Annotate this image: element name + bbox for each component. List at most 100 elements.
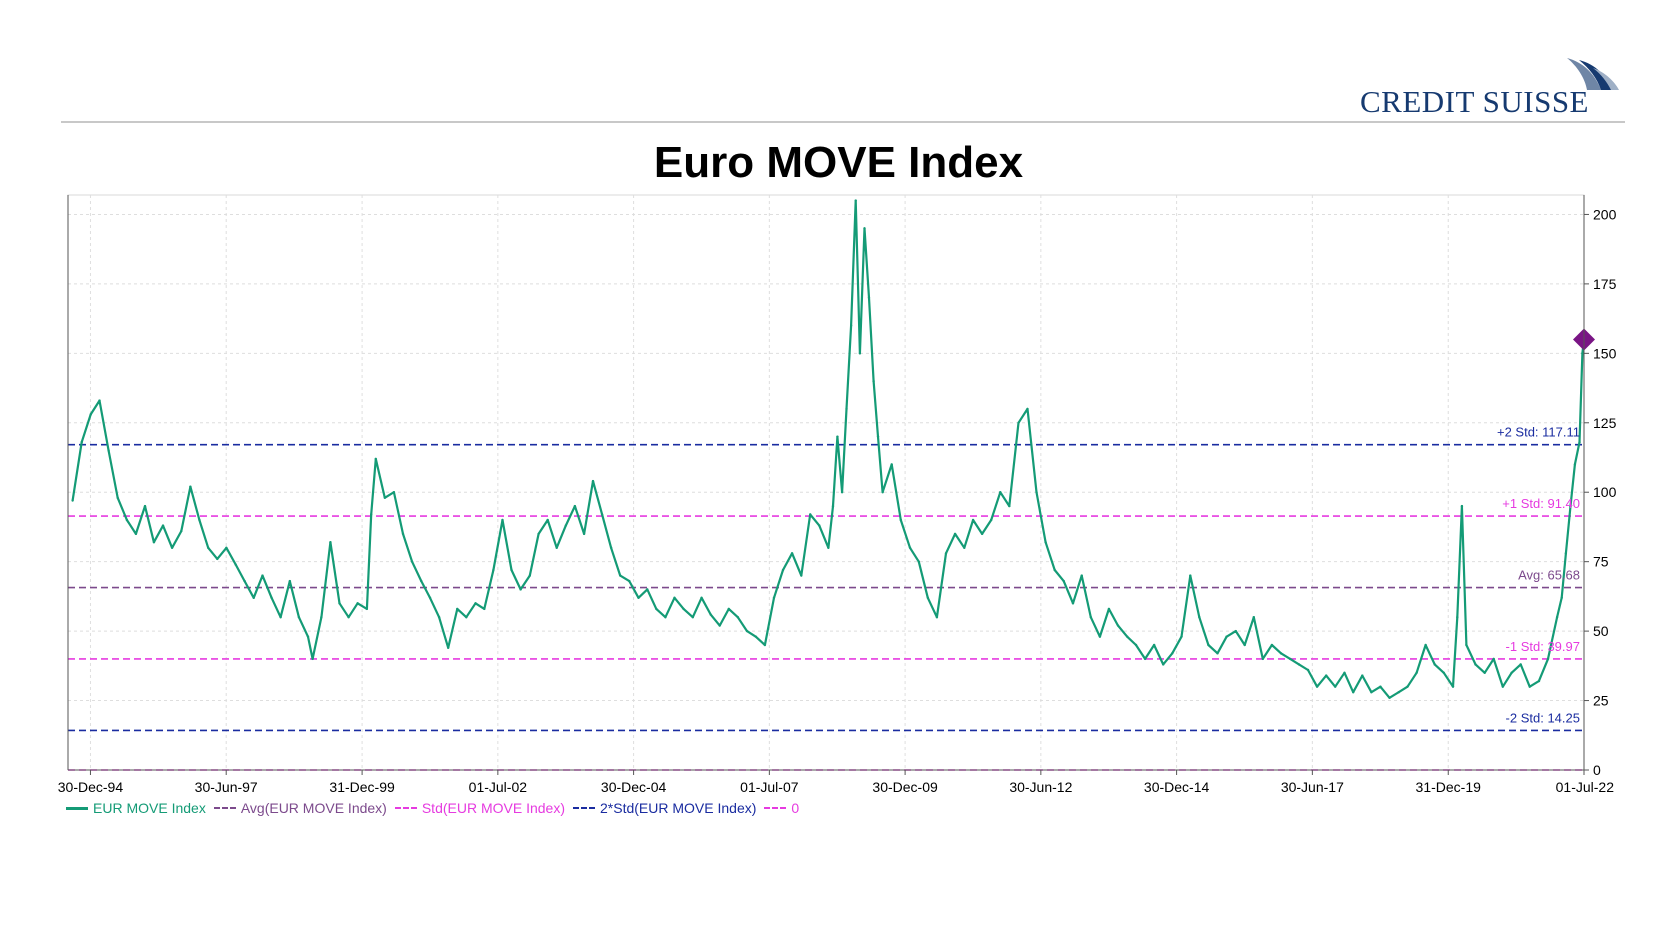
x-tick-label: 31-Dec-19: [1416, 779, 1482, 795]
data-point: [1116, 624, 1120, 627]
legend-label: EUR MOVE Index: [93, 800, 206, 816]
data-point: [591, 479, 595, 483]
data-point: [582, 532, 586, 536]
data-point: [1126, 635, 1129, 638]
data-point: [1297, 663, 1301, 666]
data-point: [125, 518, 129, 522]
data-point: [772, 596, 776, 599]
data-point: [338, 602, 341, 605]
data-point: [1098, 635, 1102, 638]
data-point: [365, 607, 369, 611]
reference-label: +2 Std: 117.11: [1497, 425, 1580, 440]
x-tick-label: 30-Dec-94: [58, 779, 124, 795]
data-point: [1143, 657, 1147, 661]
data-point: [161, 524, 165, 527]
data-point: [646, 588, 649, 591]
data-point: [243, 579, 246, 583]
data-point: [691, 616, 694, 619]
data-point: [320, 616, 323, 619]
data-point: [718, 624, 721, 627]
data-point: [1537, 679, 1541, 683]
data-point: [225, 546, 228, 549]
data-point: [1564, 552, 1568, 555]
data-point: [818, 524, 821, 527]
data-point: [727, 607, 730, 611]
data-point: [198, 518, 201, 522]
data-point: [790, 552, 794, 555]
data-point: [899, 518, 902, 522]
data-point: [369, 513, 373, 516]
data-point: [189, 485, 192, 488]
y-tick-label: 0: [1593, 762, 1601, 778]
legend-item: EUR MOVE Index: [66, 800, 206, 816]
data-point: [682, 607, 685, 611]
data-point: [989, 518, 993, 522]
legend-item: 2*Std(EUR MOVE Index): [573, 800, 756, 816]
data-point: [1324, 674, 1328, 677]
chart-title: Euro MOVE Index: [653, 138, 1024, 187]
data-point: [1465, 643, 1468, 647]
data-point: [510, 568, 513, 572]
data-point: [1071, 602, 1075, 605]
data-point: [800, 574, 803, 577]
data-point: [1379, 685, 1382, 688]
data-point: [609, 546, 613, 549]
data-point: [492, 568, 495, 572]
data-point: [745, 629, 749, 633]
data-point: [655, 607, 658, 611]
data-point: [831, 504, 835, 508]
data-point: [1343, 671, 1346, 674]
data-point: [876, 435, 880, 438]
data-point: [1234, 629, 1237, 633]
data-point: [180, 529, 183, 533]
data-point: [881, 491, 884, 494]
reference-label: Avg: 65.68: [1518, 568, 1580, 583]
data-point: [170, 546, 174, 549]
data-point: [700, 596, 703, 599]
data-point: [311, 657, 314, 661]
data-point: [1252, 616, 1255, 619]
legend-item: Std(EUR MOVE Index): [394, 800, 565, 816]
data-point: [80, 441, 83, 444]
data-point: [1406, 685, 1409, 688]
x-tick-label: 01-Jul-02: [469, 779, 528, 795]
data-point: [410, 560, 414, 563]
data-point: [261, 574, 264, 577]
data-point: [1578, 441, 1581, 444]
data-point: [1107, 607, 1111, 611]
data-point: [1397, 691, 1400, 694]
data-point: [1415, 671, 1418, 674]
data-point: [401, 532, 405, 536]
data-point: [926, 596, 930, 599]
data-point: [1207, 643, 1210, 647]
legend-item: 0: [764, 800, 799, 816]
data-point: [252, 596, 255, 599]
data-point: [917, 560, 920, 563]
data-point: [867, 296, 871, 299]
x-tick-label: 30-Jun-12: [1009, 779, 1072, 795]
data-point: [944, 552, 948, 555]
data-point: [428, 596, 432, 599]
data-point: [1573, 463, 1577, 466]
legend-label: 0: [791, 800, 800, 816]
data-point: [564, 524, 567, 527]
legend-swatch: [66, 806, 88, 810]
legend-label: 2*Std(EUR MOVE Index): [600, 800, 757, 816]
y-tick-label: 100: [1593, 484, 1617, 500]
data-point: [1546, 657, 1550, 661]
data-point: [1035, 491, 1038, 494]
brand-name: CREDIT SUISSE: [1360, 84, 1589, 119]
data-point: [754, 635, 758, 638]
chart-legend: EUR MOVE Index Avg(EUR MOVE Index) Std(EUR…: [66, 800, 807, 816]
data-point: [356, 602, 359, 605]
data-point: [1501, 685, 1505, 688]
data-point: [1279, 652, 1283, 655]
data-point: [1053, 568, 1056, 572]
data-point: [1270, 643, 1274, 647]
data-point: [207, 546, 210, 549]
data-point: [1062, 579, 1065, 583]
y-tick-label: 75: [1593, 554, 1609, 570]
data-point: [474, 602, 477, 605]
data-point: [1424, 643, 1427, 647]
data-point: [845, 407, 848, 411]
